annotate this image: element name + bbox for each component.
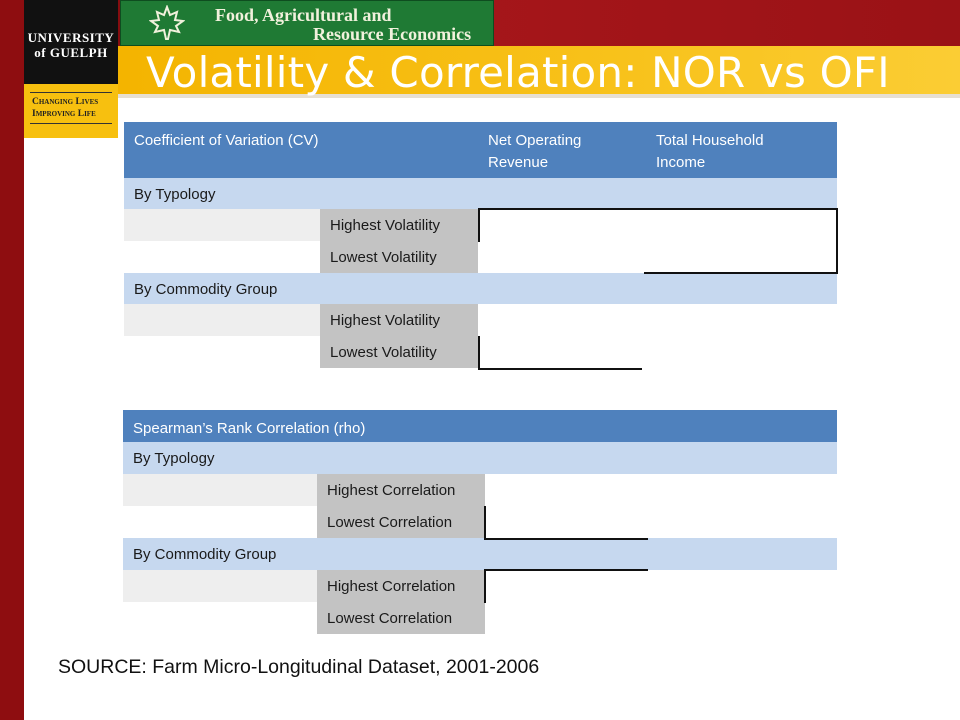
logo-rule-top [30, 92, 112, 93]
rho-section-commodity: By Commodity Group [123, 538, 837, 570]
rho-typology-lowest: Lowest Correlation [317, 506, 485, 538]
department-banner: Food, Agricultural and Resource Economic… [120, 0, 494, 46]
cv-blank-cell [124, 304, 320, 336]
university-logo: UNIVERSITY of GUELPH Changing Lives Impr… [24, 0, 118, 138]
cv-typology-lowest: Lowest Volatility [320, 241, 478, 273]
banner-line-2: Resource Economics [313, 24, 472, 44]
source-note: SOURCE: Farm Micro-Longitudinal Dataset,… [58, 656, 540, 678]
cv-commodity-lowest: Lowest Volatility [320, 336, 478, 368]
logo-line-1: UNIVERSITY [27, 30, 115, 45]
logo-line-2: of GUELPH [34, 45, 108, 60]
left-accent-bar [0, 0, 24, 720]
logo-wordmark: UNIVERSITY of GUELPH [24, 0, 118, 84]
highlight-border [484, 569, 486, 603]
highlight-border [478, 368, 642, 370]
cv-header-label: Coefficient of Variation (CV) [124, 122, 478, 178]
highlight-border [478, 208, 838, 210]
cv-section-commodity: By Commodity Group [124, 273, 837, 304]
rho-blank-cell [123, 570, 317, 602]
logo-rule-bottom [30, 123, 112, 124]
cv-header-thi: Total Household Income [646, 122, 837, 178]
cv-blank-cell [124, 209, 320, 241]
logo-tagline-2: Improving Life [32, 109, 96, 119]
highlight-border [484, 506, 486, 539]
title-band [118, 46, 960, 94]
highlight-border [484, 538, 648, 540]
banner-line-1: Food, Agricultural and [215, 5, 392, 25]
highlight-border [478, 336, 480, 370]
title-band-shadow [118, 94, 960, 98]
rho-commodity-highest: Highest Correlation [317, 570, 485, 602]
highlight-border [478, 208, 480, 242]
rho-typology-highest: Highest Correlation [317, 474, 485, 506]
rho-section-typology: By Typology [123, 442, 837, 474]
rho-commodity-lowest: Lowest Correlation [317, 602, 485, 634]
highlight-border [484, 569, 648, 571]
highlight-border [836, 208, 838, 274]
rho-blank-cell [123, 474, 317, 506]
logo-tagline: Changing Lives Improving Life [24, 96, 118, 120]
highlight-border [644, 272, 838, 274]
cv-commodity-highest: Highest Volatility [320, 304, 478, 336]
slide-title: Volatility & Correlation: NOR vs OFI [146, 48, 890, 97]
logo-tagline-1: Changing Lives [32, 97, 99, 107]
cv-typology-highest: Highest Volatility [320, 209, 478, 241]
rho-header: Spearman’s Rank Correlation (rho) [123, 410, 837, 442]
cv-section-typology: By Typology [124, 178, 837, 209]
maple-leaf-icon [149, 5, 185, 40]
cv-header-nor: Net Operating Revenue [478, 122, 646, 178]
